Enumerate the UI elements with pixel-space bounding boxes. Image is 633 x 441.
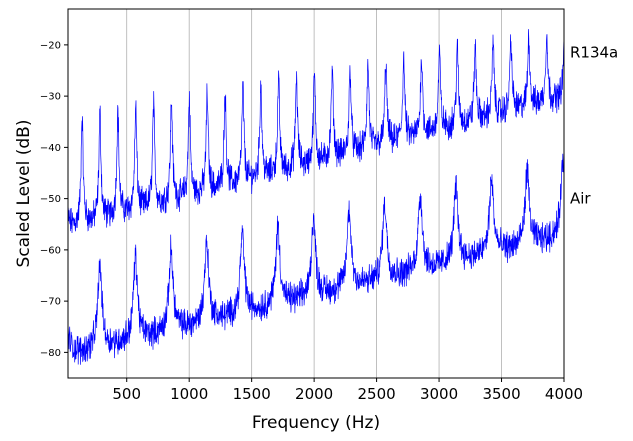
y-axis-label: Scaled Level (dB) bbox=[14, 120, 34, 268]
series-label-air: Air bbox=[570, 190, 591, 208]
x-tick-label-3500: 3500 bbox=[482, 385, 520, 403]
series-line-r134a bbox=[67, 29, 565, 234]
series-labels: R134a Air bbox=[570, 44, 618, 208]
series-lines bbox=[67, 29, 565, 365]
y-tick-label--50: −50 bbox=[40, 194, 61, 205]
series-line-air bbox=[67, 153, 565, 365]
x-tick-label-2000: 2000 bbox=[295, 385, 333, 403]
y-tick-label--70: −70 bbox=[40, 297, 61, 308]
series-label-r134a: R134a bbox=[570, 44, 618, 62]
y-tick-label--20: −20 bbox=[40, 40, 61, 51]
x-axis-ticks: 500 1000 1500 2000 2500 3000 3500 4000 bbox=[112, 378, 583, 403]
x-tick-label-1000: 1000 bbox=[170, 385, 208, 403]
x-tick-label-2500: 2500 bbox=[358, 385, 396, 403]
y-axis-ticks: −80 −70 −60 −50 −40 −30 −20 bbox=[40, 40, 68, 359]
y-tick-label--60: −60 bbox=[40, 245, 61, 256]
x-tick-label-500: 500 bbox=[112, 385, 141, 403]
x-tick-label-4000: 4000 bbox=[545, 385, 583, 403]
x-tick-label-1500: 1500 bbox=[233, 385, 271, 403]
plot-frame bbox=[67, 8, 565, 379]
x-axis-label: Frequency (Hz) bbox=[252, 413, 380, 433]
y-tick-label--30: −30 bbox=[40, 92, 61, 103]
y-tick-label--40: −40 bbox=[40, 143, 61, 154]
y-tick-label--80: −80 bbox=[40, 348, 61, 359]
x-tick-label-3000: 3000 bbox=[420, 385, 458, 403]
